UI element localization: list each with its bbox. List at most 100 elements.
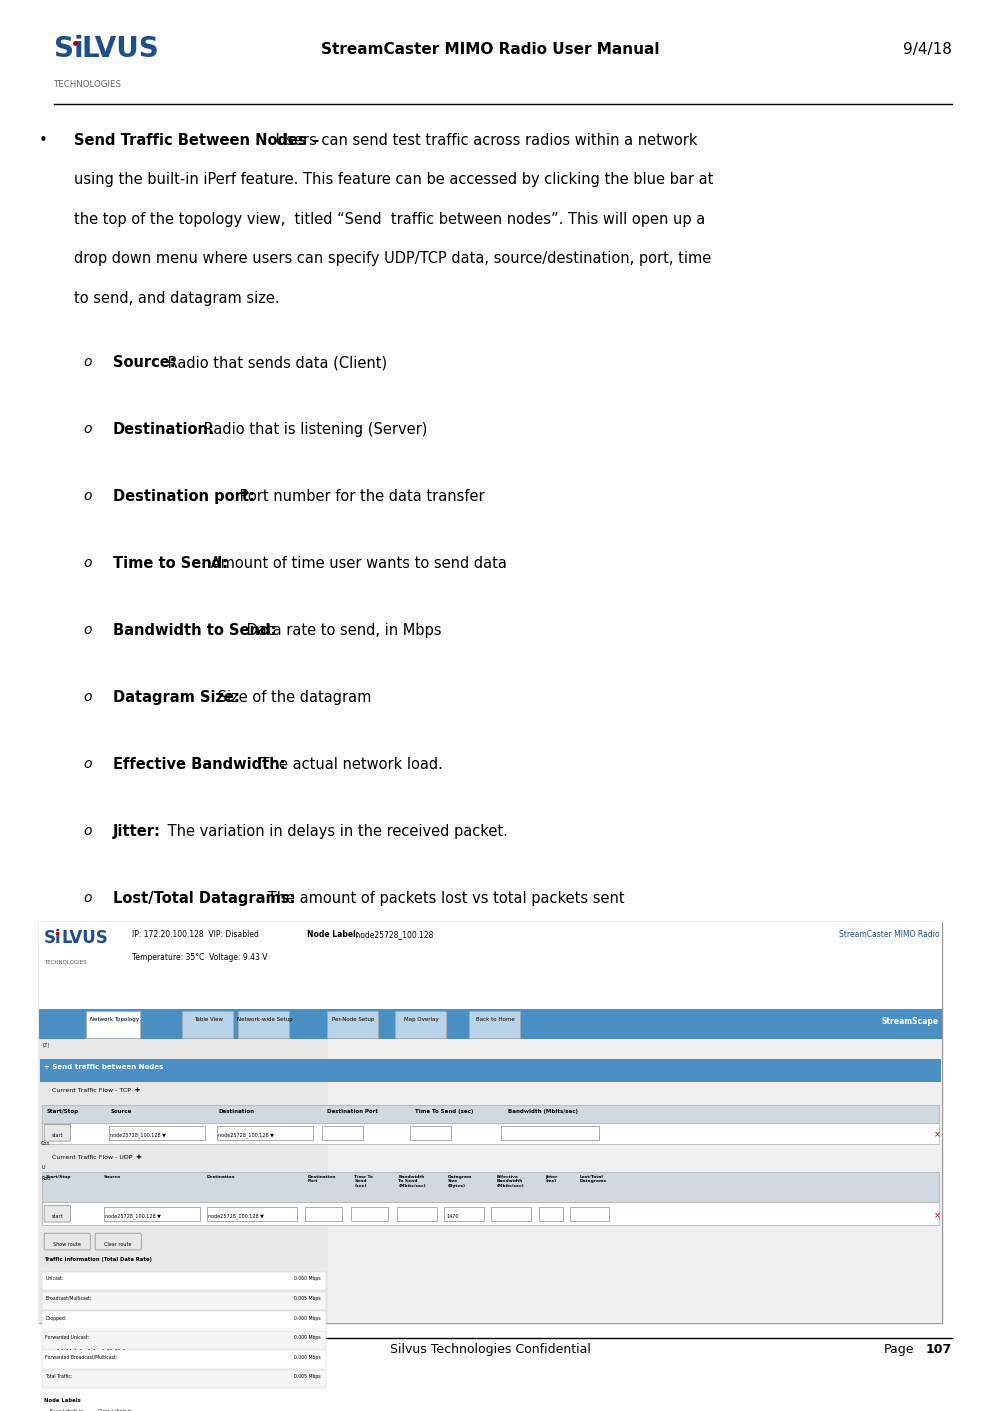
FancyBboxPatch shape bbox=[501, 1126, 599, 1140]
FancyBboxPatch shape bbox=[86, 1012, 140, 1038]
Text: The amount of packets lost vs total packets sent: The amount of packets lost vs total pack… bbox=[263, 892, 625, 906]
FancyBboxPatch shape bbox=[42, 1292, 326, 1309]
Text: 107: 107 bbox=[925, 1343, 952, 1356]
FancyBboxPatch shape bbox=[410, 1126, 451, 1140]
Text: Jitter:: Jitter: bbox=[113, 824, 161, 840]
Text: Page: Page bbox=[884, 1343, 914, 1356]
Text: Port number for the data transfer: Port number for the data transfer bbox=[234, 490, 485, 505]
Text: Clear route: Clear route bbox=[104, 1242, 132, 1246]
Text: Radio that is listening (Server): Radio that is listening (Server) bbox=[199, 422, 427, 437]
Text: o: o bbox=[83, 422, 92, 436]
Text: 1470: 1470 bbox=[446, 1213, 459, 1219]
FancyBboxPatch shape bbox=[395, 1012, 446, 1038]
Text: Forwarded Unicast:: Forwarded Unicast: bbox=[45, 1335, 89, 1340]
Text: Forwarded Broadcast/Multicast:: Forwarded Broadcast/Multicast: bbox=[45, 1355, 118, 1360]
Text: Datagram
Size
(Bytes): Datagram Size (Bytes) bbox=[447, 1174, 472, 1188]
FancyBboxPatch shape bbox=[322, 1126, 363, 1140]
Text: Current Traffic Flow - TCP  ✚: Current Traffic Flow - TCP ✚ bbox=[52, 1088, 140, 1094]
Text: Destination
Port: Destination Port bbox=[308, 1174, 336, 1184]
Text: Lost/Total
Datagrams: Lost/Total Datagrams bbox=[580, 1174, 607, 1184]
Text: 0.000 Mbps: 0.000 Mbps bbox=[293, 1277, 320, 1281]
Text: [Z]: [Z] bbox=[42, 1041, 49, 1047]
Text: node25728_100.128 ▼: node25728_100.128 ▼ bbox=[110, 1133, 166, 1139]
FancyBboxPatch shape bbox=[351, 1206, 388, 1221]
Text: Datagram Size:: Datagram Size: bbox=[113, 690, 239, 706]
Text: Source: Source bbox=[111, 1109, 132, 1115]
Text: Lost/Total Datagrams:: Lost/Total Datagrams: bbox=[113, 892, 295, 906]
FancyBboxPatch shape bbox=[43, 1401, 89, 1411]
Text: o: o bbox=[83, 758, 92, 772]
Text: The variation in delays in the received packet.: The variation in delays in the received … bbox=[163, 824, 508, 840]
Text: Save Labels in: Save Labels in bbox=[50, 1410, 82, 1411]
Text: Radio that sends data (Client): Radio that sends data (Client) bbox=[163, 356, 387, 371]
Text: Destination: Destination bbox=[207, 1174, 235, 1178]
Text: Start/Stop: Start/Stop bbox=[45, 1174, 71, 1178]
Text: Destination:: Destination: bbox=[113, 422, 215, 437]
Text: using the built-in iPerf feature. This feature can be accessed by clicking the b: using the built-in iPerf feature. This f… bbox=[74, 172, 713, 188]
Text: node25728_100.128 ▼: node25728_100.128 ▼ bbox=[218, 1133, 274, 1139]
Text: Clear Labels in: Clear Labels in bbox=[98, 1410, 132, 1411]
Text: + Send traffic between Nodes: + Send traffic between Nodes bbox=[44, 1064, 164, 1071]
FancyBboxPatch shape bbox=[42, 1311, 326, 1329]
Text: Effective
Bandwidth
(Mbits/sec): Effective Bandwidth (Mbits/sec) bbox=[496, 1174, 524, 1188]
FancyBboxPatch shape bbox=[40, 1058, 941, 1082]
Text: StreamCaster MIMO Radio: StreamCaster MIMO Radio bbox=[839, 930, 940, 940]
FancyBboxPatch shape bbox=[109, 1126, 205, 1140]
Text: o: o bbox=[83, 892, 92, 906]
Text: Temperature: 35°C  Voltage: 9.43 V: Temperature: 35°C Voltage: 9.43 V bbox=[132, 952, 268, 962]
FancyBboxPatch shape bbox=[44, 1125, 71, 1141]
Text: Table View: Table View bbox=[194, 1017, 224, 1022]
Text: Map Overlay: Map Overlay bbox=[404, 1017, 439, 1022]
Text: Users can send test traffic across radios within a network: Users can send test traffic across radio… bbox=[272, 133, 697, 148]
Text: Send Traffic Between Nodes –: Send Traffic Between Nodes – bbox=[74, 133, 319, 148]
Text: Source:: Source: bbox=[113, 356, 176, 371]
FancyBboxPatch shape bbox=[444, 1206, 484, 1221]
FancyBboxPatch shape bbox=[469, 1012, 520, 1038]
FancyBboxPatch shape bbox=[539, 1206, 563, 1221]
Text: TECHNOLOGIES: TECHNOLOGIES bbox=[44, 959, 86, 965]
Text: StreamCaster MIMO Radio User Manual: StreamCaster MIMO Radio User Manual bbox=[321, 42, 660, 56]
FancyBboxPatch shape bbox=[44, 1205, 71, 1222]
Text: 9/4/18: 9/4/18 bbox=[903, 42, 952, 56]
FancyBboxPatch shape bbox=[92, 1401, 138, 1411]
FancyBboxPatch shape bbox=[182, 1012, 233, 1038]
Text: LVUS: LVUS bbox=[62, 928, 109, 947]
FancyBboxPatch shape bbox=[39, 1009, 942, 1040]
Text: Size of the datagram: Size of the datagram bbox=[213, 690, 372, 706]
FancyBboxPatch shape bbox=[95, 1233, 141, 1250]
FancyBboxPatch shape bbox=[104, 1206, 200, 1221]
Text: the top of the topology view,  titled “Send  traffic between nodes”. This will o: the top of the topology view, titled “Se… bbox=[74, 212, 704, 227]
Text: Silvus Technologies Confidential: Silvus Technologies Confidential bbox=[390, 1343, 591, 1356]
Text: Network Topology: Network Topology bbox=[90, 1017, 138, 1022]
FancyBboxPatch shape bbox=[238, 1012, 289, 1038]
Text: Back to Home: Back to Home bbox=[476, 1017, 515, 1022]
Text: Destination Port: Destination Port bbox=[327, 1109, 378, 1115]
Text: o: o bbox=[83, 624, 92, 638]
FancyBboxPatch shape bbox=[491, 1206, 531, 1221]
FancyBboxPatch shape bbox=[327, 1012, 378, 1038]
Text: to send, and datagram size.: to send, and datagram size. bbox=[74, 291, 280, 306]
FancyBboxPatch shape bbox=[39, 1040, 942, 1324]
Text: 10017C000: 10017C000 bbox=[54, 1343, 127, 1356]
FancyBboxPatch shape bbox=[217, 1126, 313, 1140]
Text: Start/Stop: Start/Stop bbox=[47, 1109, 79, 1115]
Text: StreamScape: StreamScape bbox=[882, 1017, 939, 1026]
Text: Data rate to send, in Mbps: Data rate to send, in Mbps bbox=[241, 624, 441, 638]
Text: TECHNOLOGIES: TECHNOLOGIES bbox=[54, 79, 122, 89]
Text: 0.005 Mbps: 0.005 Mbps bbox=[293, 1295, 320, 1301]
Text: •: • bbox=[39, 133, 48, 148]
Text: 0.000 Mbps: 0.000 Mbps bbox=[293, 1355, 320, 1360]
Text: Bandwidth to Send:: Bandwidth to Send: bbox=[113, 624, 277, 638]
Text: The actual network load.: The actual network load. bbox=[256, 758, 442, 772]
Text: 0.000 Mbps: 0.000 Mbps bbox=[293, 1315, 320, 1321]
Text: Effective Bandwidth:: Effective Bandwidth: bbox=[113, 758, 285, 772]
FancyBboxPatch shape bbox=[42, 1331, 326, 1349]
FancyBboxPatch shape bbox=[39, 921, 942, 1324]
Text: Traffic Information (Total Data Rate): Traffic Information (Total Data Rate) bbox=[44, 1257, 152, 1261]
FancyBboxPatch shape bbox=[42, 1350, 326, 1369]
Text: start: start bbox=[52, 1133, 63, 1137]
Text: Bandwidth
To Send
(Mbits/sec): Bandwidth To Send (Mbits/sec) bbox=[398, 1174, 426, 1188]
FancyBboxPatch shape bbox=[39, 1040, 328, 1324]
FancyBboxPatch shape bbox=[42, 1273, 326, 1291]
Text: Broadcast/Multicast:: Broadcast/Multicast: bbox=[45, 1295, 91, 1301]
